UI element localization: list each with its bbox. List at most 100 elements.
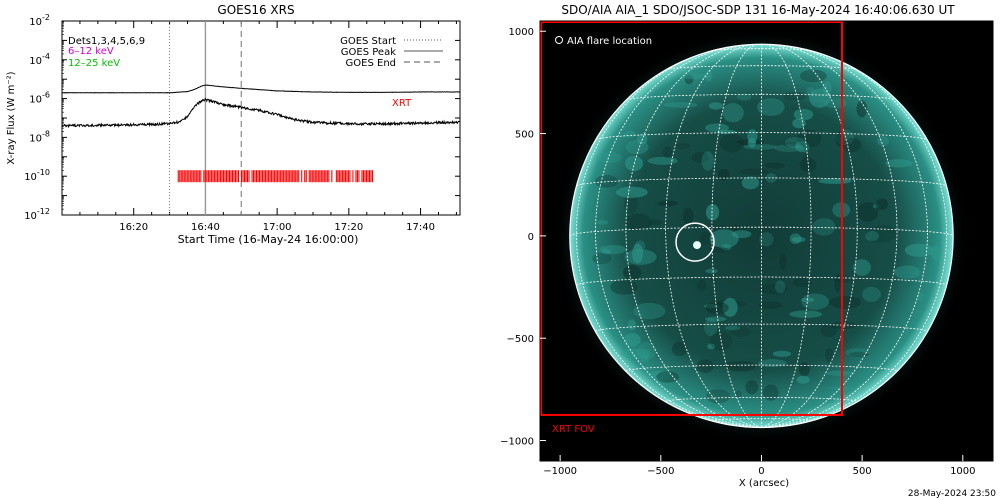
disk-texture xyxy=(592,68,942,404)
x-tick-label: 16:40 xyxy=(191,222,220,233)
disk-brightening xyxy=(765,173,777,183)
disk-brightening xyxy=(765,162,786,169)
disk-brightening xyxy=(701,151,715,171)
disk-brightening xyxy=(818,178,852,184)
disk-brightening xyxy=(797,129,822,148)
disk-brightening xyxy=(877,136,890,146)
disk-brightening xyxy=(596,220,609,225)
disk-brightening xyxy=(758,359,787,368)
disk-brightening xyxy=(724,360,756,372)
disk-brightening xyxy=(730,326,751,337)
longitude-line xyxy=(575,46,762,428)
goes-x-axis-label: Start Time (16-May-24 16:00:00) xyxy=(178,233,359,246)
goes-y-axis-label: X-ray Flux (W m⁻²) xyxy=(6,71,17,164)
disk-brightening xyxy=(662,146,673,159)
disk-brightening xyxy=(865,225,897,243)
disk-brightening xyxy=(699,231,710,246)
disk-brightening xyxy=(789,233,802,245)
y-tick-label: 10-12 xyxy=(24,207,50,222)
longitude-line xyxy=(665,44,762,428)
disk-brightening xyxy=(720,243,732,251)
disk-brightening xyxy=(735,390,742,399)
disk-brightening xyxy=(696,279,707,292)
disk-brightening xyxy=(671,342,688,357)
disk-brightening xyxy=(610,279,638,295)
y-tick-label: −500 xyxy=(507,334,534,345)
goes-annotations: Dets1,3,4,5,6,9 6–12 keV 12–25 keV XRT xyxy=(68,36,412,109)
disk-brightening xyxy=(722,103,744,123)
goes-flux-line xyxy=(61,84,461,94)
x-tick-label: −1000 xyxy=(543,466,577,477)
y-tick-label: 10-10 xyxy=(24,168,50,183)
y-tick-label: 10-6 xyxy=(29,91,50,106)
disk-brightening xyxy=(663,101,698,108)
disk-brightening xyxy=(845,348,869,357)
longitude-line xyxy=(625,44,762,428)
disk-brightening xyxy=(719,133,745,153)
disk-brightening xyxy=(796,375,810,384)
xrt-coverage-bars xyxy=(177,170,374,183)
disk-brightening xyxy=(637,341,657,360)
legend-goes-peak-label: GOES Peak xyxy=(341,47,396,58)
disk-brightening xyxy=(682,207,694,225)
disk-brightening xyxy=(696,359,714,373)
disk-brightening xyxy=(680,73,711,80)
legend-goes-start-label: GOES Start xyxy=(340,36,396,47)
disk-brightening xyxy=(774,280,786,294)
disk-brightening xyxy=(633,302,666,320)
disk-brightening xyxy=(708,102,723,110)
x-tick-label: 17:20 xyxy=(334,222,363,233)
disk-brightening xyxy=(615,186,648,198)
disk-brightening xyxy=(592,252,612,265)
disk-brightening xyxy=(595,151,622,164)
disk-brightening xyxy=(793,108,814,121)
flare-location-marker xyxy=(675,222,715,262)
x-tick-label: 500 xyxy=(853,466,872,477)
solar-limb xyxy=(569,43,954,429)
disk-brightening xyxy=(747,129,758,144)
y-tick-base: 10 xyxy=(24,211,37,222)
aia-image-frame xyxy=(539,20,994,462)
disk-brightening xyxy=(745,380,759,395)
disk-brightening xyxy=(916,292,924,302)
disk-brightening xyxy=(806,86,815,96)
y-tick-base: 10 xyxy=(29,17,42,28)
x-tick-label: 16:20 xyxy=(119,222,148,233)
aia-x-ticks: −1000 −500 0 500 1000 xyxy=(543,455,976,477)
y-tick-label: 10-2 xyxy=(29,13,50,28)
disk-brightening xyxy=(791,236,806,243)
disk-brightening xyxy=(825,348,834,364)
disk-brightening xyxy=(722,297,738,317)
disk-brightening xyxy=(812,218,836,236)
disk-brightening xyxy=(794,141,810,153)
x-tick-label: 17:00 xyxy=(263,222,292,233)
disk-brightening xyxy=(706,389,731,404)
disk-brightening xyxy=(799,157,817,173)
disk-brightening xyxy=(731,230,752,239)
goes-chart-title: GOES16 XRS xyxy=(217,3,294,17)
xrt-fov-label: XRT FOV xyxy=(552,424,595,435)
disk-brightening xyxy=(852,259,871,276)
heliographic-grid xyxy=(569,43,954,428)
disk-brightening xyxy=(620,348,651,359)
disk-brightening xyxy=(674,143,691,150)
disk-brightening xyxy=(640,354,650,363)
legend-flare-marker-icon xyxy=(555,36,563,44)
x-tick-label: 1000 xyxy=(950,466,975,477)
disk-brightening xyxy=(705,204,720,221)
disk-brightening xyxy=(624,333,641,347)
aia-image-content xyxy=(540,21,969,443)
y-tick-label: 500 xyxy=(515,130,534,141)
disk-brightening xyxy=(709,229,739,249)
longitude-line xyxy=(761,43,812,428)
disk-brightening xyxy=(624,249,657,265)
disk-brightening xyxy=(885,159,913,168)
latitude-line xyxy=(625,364,898,372)
disk-brightening xyxy=(599,244,627,255)
x-tick-label: 17:40 xyxy=(406,222,435,233)
disk-brightening xyxy=(893,265,921,279)
energy-band-12-25-label: 12–25 keV xyxy=(68,58,120,69)
disk-brightening xyxy=(875,198,889,211)
